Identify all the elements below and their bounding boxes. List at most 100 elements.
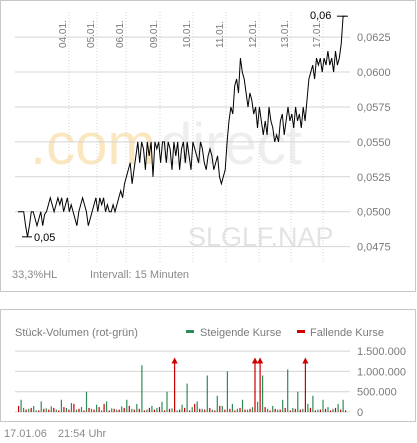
volume-bar-up	[251, 407, 254, 412]
volume-bar-down	[18, 405, 20, 412]
volume-bar-up	[241, 399, 244, 412]
price-series	[18, 15, 345, 237]
volume-bar-down	[78, 408, 80, 412]
volume-bar-down	[329, 410, 332, 412]
volume-bars	[18, 357, 347, 412]
volume-bar-down	[269, 410, 271, 412]
legend-down-swatch	[297, 330, 305, 333]
volume-bar-down	[123, 407, 125, 412]
volume-y-tick-label: 1.500.000	[357, 346, 406, 358]
volume-bar-up	[171, 408, 173, 412]
volume-bar-down	[174, 362, 176, 412]
volume-bar-down	[274, 408, 276, 412]
volume-bar-down	[234, 410, 236, 412]
volume-bar-down	[48, 409, 50, 412]
volume-bar-up	[272, 405, 274, 412]
volume-bar-down	[113, 408, 115, 412]
volume-bar-up	[226, 371, 228, 412]
volume-bar-down	[259, 362, 261, 412]
price-x-tick-label: 13.01.	[280, 20, 291, 48]
volume-bar-up	[312, 395, 314, 412]
volume-bar-down	[133, 409, 135, 412]
volume-bar-down	[168, 408, 171, 412]
volume-y-tick-label: 1.000.000	[357, 366, 406, 378]
volume-bar-down	[324, 408, 327, 412]
footer: 17.01.06 21:54 Uhr	[4, 428, 114, 440]
footer-date: 17.01.06	[4, 428, 47, 440]
volume-grid	[15, 350, 350, 413]
volume-bar-up	[23, 407, 25, 412]
volume-bar-up	[216, 395, 218, 412]
volume-bar-up	[262, 375, 264, 412]
volume-bar-down	[153, 409, 155, 412]
volume-bar-up	[181, 404, 183, 412]
volume-bar-up	[35, 410, 37, 412]
watermark-brand-left: .com	[30, 112, 156, 177]
volume-bar-down	[25, 409, 27, 412]
price-x-tick-label: 17.01.	[312, 20, 323, 48]
volume-bar-up	[166, 391, 168, 412]
volume-bar-down	[334, 407, 337, 412]
range-label: 33,3%HL	[12, 269, 58, 281]
volume-bar-down	[103, 403, 105, 412]
price-x-tick-label: 05.01.	[86, 20, 97, 48]
volume-bar-down	[204, 409, 206, 412]
price-annotations: 0,05 0,06	[22, 10, 348, 244]
price-x-axis: 04.01. 05.01. 06.01. 09.01. 10.01. 11.01. 12.0…	[58, 20, 323, 48]
price-grid	[15, 12, 350, 262]
price-x-tick-label: 10.01.	[182, 20, 193, 48]
legend-up-label: Steigende Kurse	[200, 327, 281, 339]
volume-y-tick-label: 500.000	[357, 387, 397, 399]
volume-bar-up	[65, 407, 67, 412]
volume-bar-up	[201, 408, 203, 412]
volume-bar-up	[116, 409, 118, 412]
volume-bar-down	[83, 410, 85, 412]
volume-bar-up	[191, 407, 193, 412]
price-y-axis: 0,0625 0,0600 0,0575 0,0550 0,0525 0,0500 0,04…	[357, 32, 391, 253]
volume-bar-up	[50, 406, 52, 412]
volume-bar-down	[88, 407, 90, 412]
volume-bar-down	[254, 362, 256, 412]
volume-y-tick-label: 0	[357, 407, 363, 419]
volume-bar-up	[106, 401, 108, 412]
volume-bar-down	[43, 408, 45, 412]
volume-bar-down	[58, 410, 60, 412]
volume-bar-up	[292, 407, 294, 412]
volume-bar-up	[80, 407, 83, 412]
price-y-tick-label: 0,0500	[357, 207, 391, 219]
volume-bar-up	[322, 399, 324, 412]
volume-overflow-arrow	[302, 357, 309, 364]
price-x-tick-label: 06.01.	[115, 20, 126, 48]
volume-bar-up	[206, 375, 208, 412]
volume-y-axis: 1.500.000 1.000.000 500.000 0	[357, 346, 406, 419]
volume-bar-up	[70, 403, 72, 412]
volume-bar-up	[90, 408, 93, 412]
volume-bar-up	[342, 399, 344, 412]
volume-bar-down	[249, 408, 251, 412]
volume-bar-up	[186, 383, 188, 412]
volume-bar-up	[221, 405, 223, 412]
volume-bar-up	[317, 409, 319, 412]
volume-bar-down	[138, 408, 140, 412]
volume-bar-up	[277, 409, 279, 412]
price-x-tick-label: 04.01.	[58, 20, 69, 48]
price-x-tick-label: 11.01.	[215, 21, 226, 48]
volume-bar-down	[304, 362, 306, 412]
volume-bar-down	[239, 407, 241, 412]
volume-bar-up	[121, 406, 123, 412]
volume-bar-down	[319, 409, 321, 412]
volume-chart-panel	[0, 309, 416, 422]
volume-bar-up	[101, 410, 103, 412]
high-annotation: 0,06	[310, 10, 331, 22]
volume-bar-up	[111, 408, 113, 412]
legend-up-swatch	[186, 330, 194, 333]
volume-bar-down	[219, 405, 221, 412]
volume-bar-down	[63, 407, 65, 412]
volume-title: Stück-Volumen (rot-grün)	[15, 327, 138, 339]
volume-bar-up	[20, 399, 22, 412]
volume-bar-up	[287, 369, 289, 412]
volume-overflow-arrow	[251, 357, 259, 364]
volume-bar-down	[179, 409, 181, 412]
volume-bar-down	[128, 405, 130, 412]
volume-bar-down	[194, 403, 196, 412]
